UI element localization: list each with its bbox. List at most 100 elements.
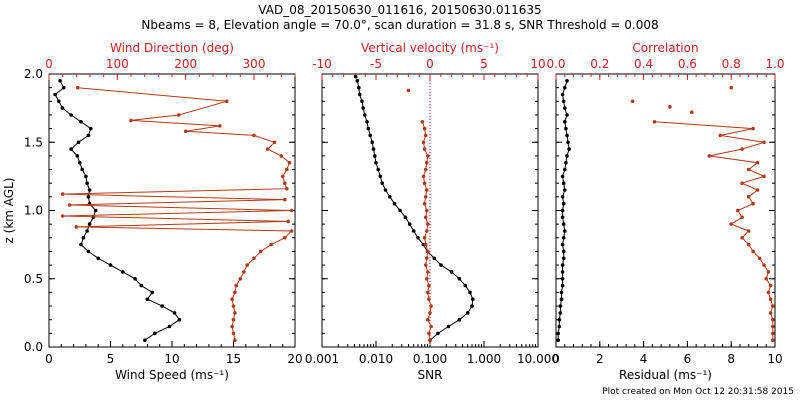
data-point xyxy=(425,208,429,213)
data-point xyxy=(242,270,246,274)
data-point xyxy=(76,140,81,145)
data-point xyxy=(357,85,361,90)
data-point xyxy=(167,324,172,329)
data-point xyxy=(751,126,755,131)
series-line-wind-speed xyxy=(54,80,181,341)
data-point xyxy=(60,214,65,218)
data-point xyxy=(561,236,566,240)
data-point xyxy=(423,263,428,267)
data-point xyxy=(557,324,562,329)
data-point xyxy=(563,106,567,110)
data-point xyxy=(420,120,425,124)
data-point xyxy=(565,154,569,158)
bottom-axis-label: Wind Speed (ms⁻¹) xyxy=(115,368,229,382)
data-point xyxy=(423,242,428,247)
data-point xyxy=(426,154,430,158)
data-point xyxy=(766,290,771,295)
data-point xyxy=(283,197,287,202)
data-point xyxy=(234,283,238,288)
data-point xyxy=(283,181,287,185)
data-point xyxy=(172,311,177,315)
bottom-tick-label: 20 xyxy=(287,352,302,366)
data-point xyxy=(563,167,567,172)
data-point xyxy=(85,229,89,233)
data-point xyxy=(746,242,751,247)
y-tick-label: 1.5 xyxy=(24,135,43,149)
bottom-tick-label: 2 xyxy=(596,352,604,366)
header-line-2: Nbeams = 8, Elevation angle = 70.0°, sca… xyxy=(141,18,659,32)
data-point xyxy=(89,126,93,131)
panel-residual xyxy=(555,73,776,348)
data-point xyxy=(75,154,80,158)
data-point xyxy=(398,208,402,213)
data-point xyxy=(374,160,378,165)
data-point xyxy=(468,290,472,295)
top-tick-label: 0 xyxy=(45,57,53,71)
data-point xyxy=(425,229,429,233)
data-point xyxy=(285,167,289,172)
data-point xyxy=(96,256,100,261)
data-point xyxy=(561,249,566,254)
data-point xyxy=(428,338,432,343)
data-point xyxy=(86,195,91,199)
data-point xyxy=(403,215,408,220)
data-point xyxy=(143,338,147,343)
panel-wind xyxy=(48,73,296,348)
data-point xyxy=(425,256,429,261)
data-point xyxy=(285,186,289,191)
data-point xyxy=(751,249,755,254)
y-axis-label: z (km AGL) xyxy=(2,178,16,244)
data-point xyxy=(60,106,65,110)
data-point xyxy=(565,79,569,83)
data-point xyxy=(426,317,430,322)
bottom-tick-label: 8 xyxy=(727,352,735,366)
data-point xyxy=(425,277,429,281)
bottom-tick-label: 10 xyxy=(164,352,179,366)
data-point xyxy=(279,154,284,158)
data-point xyxy=(160,304,164,308)
data-point xyxy=(360,99,364,104)
series-line-wind-direction xyxy=(62,87,293,341)
data-point xyxy=(768,283,773,288)
data-point xyxy=(564,126,568,131)
data-point xyxy=(57,99,61,104)
data-point xyxy=(718,133,723,138)
data-point xyxy=(463,283,468,288)
data-point xyxy=(79,242,83,247)
data-point xyxy=(422,181,427,185)
top-tick-label: 200 xyxy=(174,57,197,71)
data-point xyxy=(370,140,375,145)
data-point xyxy=(129,118,133,123)
data-point xyxy=(560,208,565,213)
series-line-correlation xyxy=(654,121,774,341)
data-point xyxy=(233,338,237,343)
data-point xyxy=(446,324,451,329)
data-point xyxy=(746,195,751,199)
top-tick-label: 5 xyxy=(480,57,488,71)
data-point xyxy=(426,290,430,295)
data-point xyxy=(563,188,567,192)
data-point xyxy=(565,113,569,117)
bottom-axis-label: SNR xyxy=(418,368,443,382)
data-point xyxy=(561,201,566,206)
data-point xyxy=(762,174,766,179)
data-point xyxy=(563,85,567,90)
data-point xyxy=(177,113,181,117)
data-point xyxy=(560,215,565,220)
data-point xyxy=(557,317,562,322)
data-point xyxy=(564,160,568,165)
top-axis-label: Correlation xyxy=(632,41,698,55)
data-point xyxy=(556,338,560,343)
data-point xyxy=(560,277,565,281)
data-point xyxy=(233,311,237,315)
data-point xyxy=(84,174,88,179)
isolated-point xyxy=(406,88,411,93)
data-point xyxy=(69,147,73,151)
data-point xyxy=(361,106,366,110)
data-point xyxy=(771,304,775,308)
data-point xyxy=(768,297,773,302)
data-point xyxy=(86,133,91,138)
bottom-axis-label: Residual (ms⁻¹) xyxy=(619,368,712,382)
data-point xyxy=(426,222,430,226)
data-point xyxy=(762,263,766,267)
